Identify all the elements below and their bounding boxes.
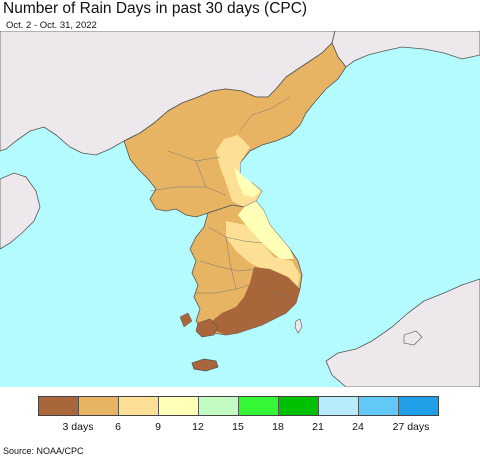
rain-days-map xyxy=(0,31,480,387)
legend-tick-label: 24 xyxy=(352,421,364,433)
legend-tick-label: 3 days xyxy=(62,421,94,433)
legend-tick-label: 15 xyxy=(232,421,244,433)
japan-island xyxy=(403,330,423,346)
north-korea-landmass xyxy=(123,42,347,218)
legend-tick-label: 27 days xyxy=(392,421,430,433)
jeju-island xyxy=(191,358,219,372)
legend-swatch xyxy=(39,397,79,415)
date-range: Oct. 2 - Oct. 31, 2022 xyxy=(6,20,97,31)
legend-swatch xyxy=(279,397,319,415)
japan-landmass xyxy=(325,278,480,387)
legend-tick-label: 12 xyxy=(192,421,204,433)
legend-swatch xyxy=(79,397,119,415)
sk-southeast-zone xyxy=(212,267,300,335)
legend-swatch xyxy=(359,397,399,415)
tsushima-island xyxy=(294,318,303,334)
legend-swatch xyxy=(159,397,199,415)
color-legend xyxy=(38,396,439,416)
sk-central-zone xyxy=(226,221,300,287)
map-title: Number of Rain Days in past 30 days (CPC… xyxy=(3,0,308,17)
legend-swatch xyxy=(199,397,239,415)
legend-swatch xyxy=(319,397,359,415)
legend-tick-label: 9 xyxy=(155,421,161,433)
shandong-landmass xyxy=(0,172,41,250)
source-credit: Source: NOAA/CPC xyxy=(3,446,84,456)
sk-west-island xyxy=(179,312,193,328)
sk-southwest-islands xyxy=(195,318,219,338)
legend-swatch xyxy=(399,397,438,415)
sk-east-zone xyxy=(238,201,294,259)
legend-swatch xyxy=(239,397,279,415)
russia-landmass xyxy=(331,31,480,68)
nk-east-coast-zone xyxy=(234,167,260,197)
legend-tick-label: 21 xyxy=(312,421,324,433)
legend-tick-label: 18 xyxy=(272,421,284,433)
legend-swatch xyxy=(119,397,159,415)
legend-tick-label: 6 xyxy=(115,421,121,433)
